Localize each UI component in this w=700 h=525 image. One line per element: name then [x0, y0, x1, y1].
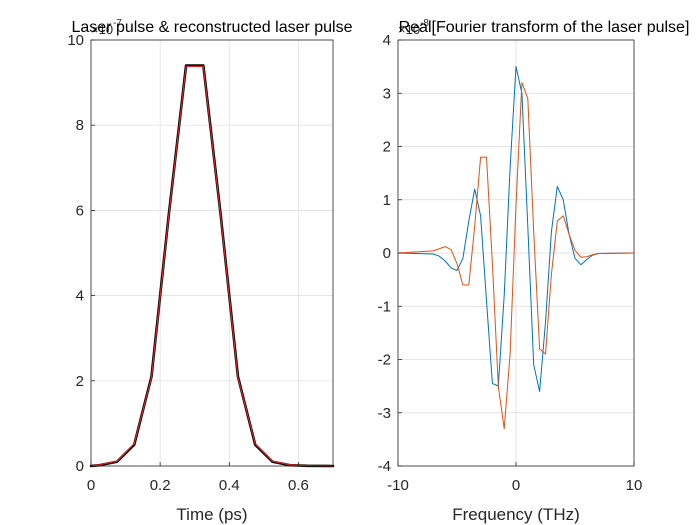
left-x-tick-label: 0.2: [150, 477, 171, 494]
right-series-line-1: [397, 66, 635, 392]
left-exponent-base: ×10: [91, 22, 113, 37]
left-y-tick-label: 2: [76, 373, 84, 390]
right-exponent-base: ×10: [398, 22, 420, 37]
left-y-tick-label: 10: [67, 32, 84, 49]
left-x-axis-label: Time (ps): [176, 505, 247, 524]
left-y-tick-label: 8: [76, 117, 84, 134]
right-chart-title: Real[Fourier transform of the laser puls…: [399, 19, 690, 36]
left-exponent-power: -7: [113, 18, 122, 29]
right-y-tick-label: 4: [383, 32, 391, 49]
left-y-tick-label: 6: [76, 202, 84, 219]
left-x-tick-label: 0.4: [219, 477, 240, 494]
left-exponent-label: ×10-7: [91, 18, 122, 37]
left-chart-title: Laser pulse & reconstructed laser pulse: [71, 19, 352, 36]
left-axes-background: [91, 40, 333, 466]
right-series-line-2: [397, 82, 635, 430]
left-x-tick-label: 0.6: [288, 477, 309, 494]
right-x-tick-label: 10: [626, 477, 643, 494]
left-y-tick-label: 4: [76, 288, 84, 305]
right-exponent-label: ×10-8: [398, 18, 429, 37]
left-x-tick-label: 0: [87, 477, 95, 494]
left-ticks: 0 0.2 0.4 0.6 0 2 4 6 8 10: [67, 32, 309, 494]
right-x-tick-label: -10: [387, 477, 409, 494]
right-y-tick-label: 2: [383, 139, 391, 156]
right-y-tick-label: 3: [383, 85, 391, 102]
right-y-tick-label: -3: [378, 405, 391, 422]
right-series: [397, 66, 635, 430]
left-axes: 0 0.2 0.4 0.6 0 2 4 6 8 10 ×10-7 Time (ps) Laser …: [67, 18, 352, 524]
right-x-tick-label: 0: [512, 477, 520, 494]
right-y-tick-label: -1: [378, 298, 391, 315]
right-exponent-power: -8: [420, 18, 429, 29]
right-y-tick-label: 0: [383, 245, 391, 262]
left-axes-box: [90, 39, 334, 467]
right-y-tick-label: 1: [383, 192, 391, 209]
right-y-tick-label: -4: [378, 458, 391, 475]
right-x-axis-label: Frequency (THz): [452, 505, 580, 524]
right-y-tick-label: -2: [378, 352, 391, 369]
left-y-tick-label: 0: [76, 458, 84, 475]
